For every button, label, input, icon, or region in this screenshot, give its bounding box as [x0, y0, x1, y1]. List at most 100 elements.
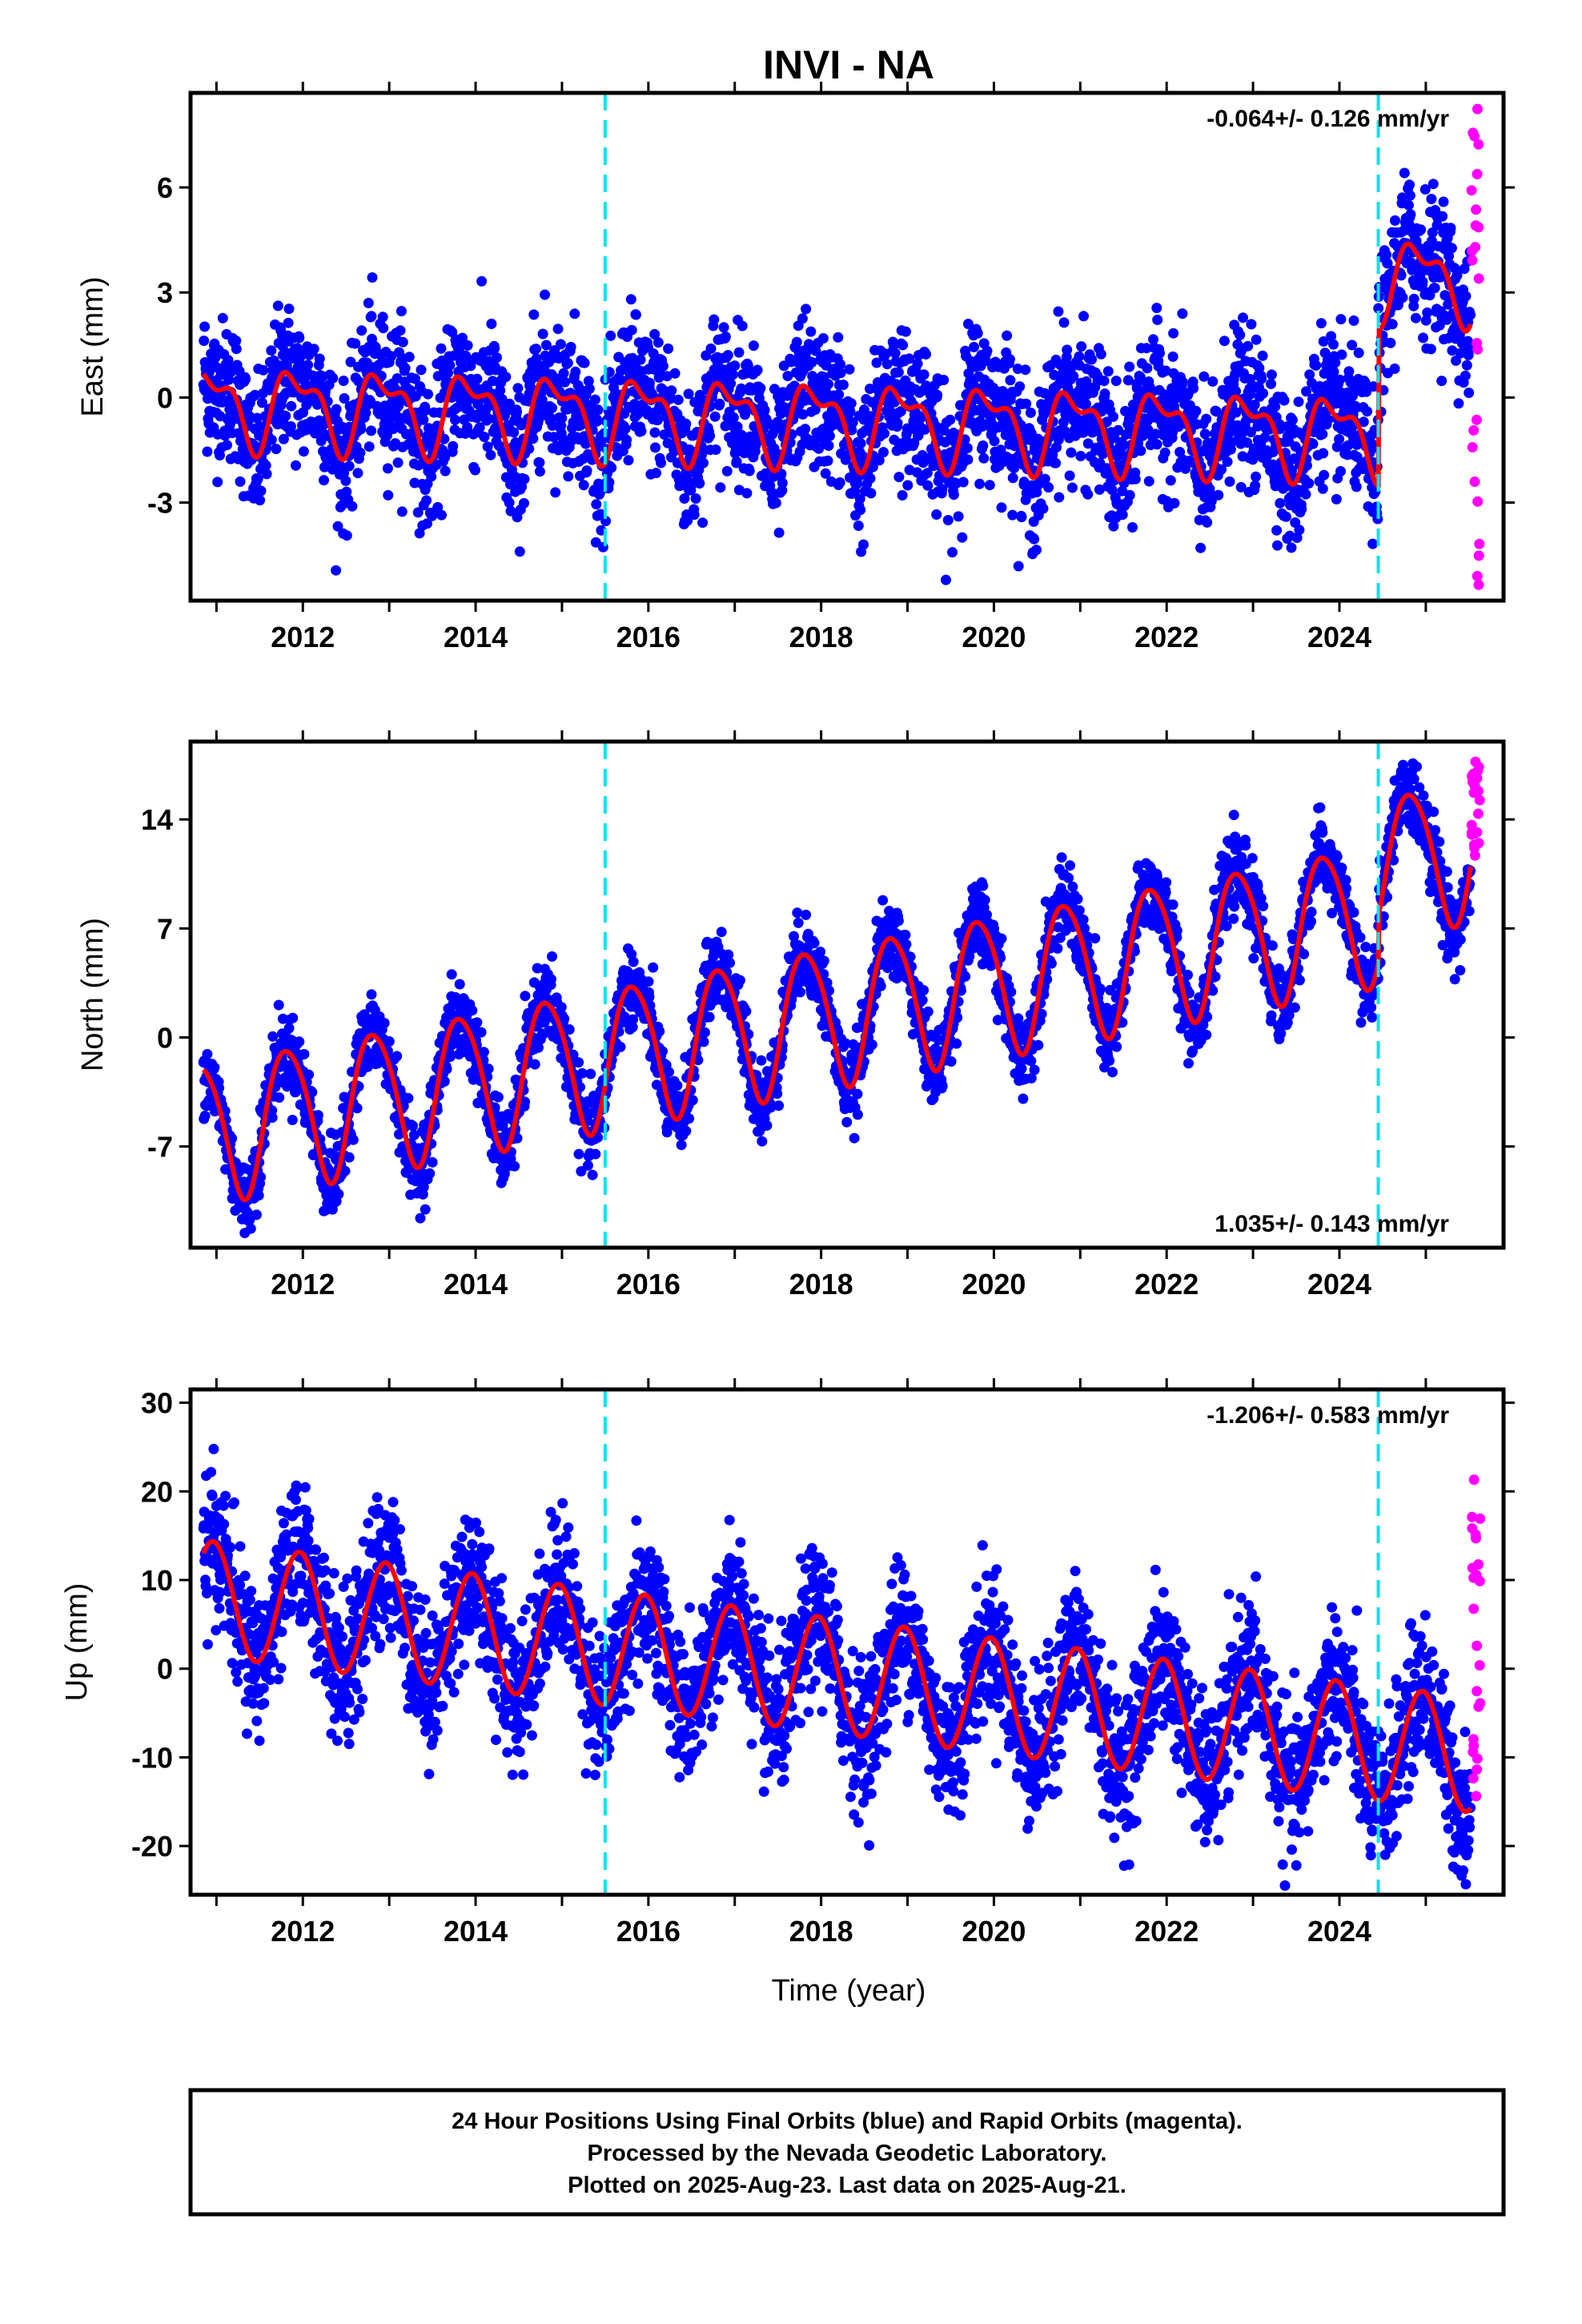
final-orbit-point [1224, 476, 1235, 487]
rapid-orbit-point [1474, 538, 1485, 549]
final-orbit-point [563, 471, 574, 482]
rapid-orbit-point [1472, 570, 1483, 581]
final-orbit-point [1095, 348, 1106, 360]
final-orbit-point [472, 373, 483, 384]
final-orbit-point [1086, 354, 1097, 365]
velocity-rate-label: -0.064+/- 0.126 mm/yr [1207, 106, 1449, 132]
final-orbit-point [897, 340, 909, 351]
final-orbit-point [283, 304, 295, 315]
final-orbit-point [476, 1027, 487, 1038]
final-orbit-point [420, 1204, 431, 1215]
final-orbit-point [589, 394, 600, 405]
final-orbit-point [1367, 538, 1379, 549]
final-orbit-point [1387, 319, 1398, 330]
final-orbit-point [416, 364, 427, 376]
final-orbit-point [585, 1068, 596, 1080]
final-orbit-point [1043, 482, 1054, 493]
final-orbit-point [528, 433, 539, 444]
final-orbit-point [893, 367, 904, 378]
final-orbit-point [801, 304, 812, 315]
final-orbit-point [1427, 179, 1439, 190]
final-orbit-point [1238, 312, 1248, 324]
rapid-orbit-point [1467, 255, 1478, 266]
rapid-orbit-point [1472, 344, 1484, 355]
final-orbit-point [409, 373, 420, 384]
final-orbit-point [1272, 540, 1283, 551]
final-orbit-point [661, 371, 673, 382]
final-orbit-point [308, 344, 319, 355]
final-orbit-point [1130, 473, 1141, 485]
y-tick-label: 6 [157, 171, 173, 204]
final-orbit-point [1429, 283, 1440, 294]
final-orbit-point [777, 477, 788, 489]
final-orbit-point [1311, 360, 1322, 371]
final-orbit-point [1275, 497, 1286, 509]
final-orbit-point [1404, 190, 1415, 201]
final-orbit-point [682, 515, 693, 526]
final-orbit-point [245, 1223, 256, 1234]
plot-area [198, 103, 1485, 601]
final-orbit-point [355, 424, 367, 435]
final-orbit-point [340, 475, 351, 486]
plot-frame [188, 90, 1506, 603]
final-orbit-point [1188, 383, 1199, 394]
final-orbit-point [822, 455, 833, 466]
final-orbit-point [341, 530, 352, 541]
final-orbit-point [479, 432, 490, 443]
final-orbit-point [1167, 351, 1178, 362]
final-orbit-point [529, 1059, 540, 1070]
final-orbit-point [199, 321, 211, 332]
final-orbit-point [1445, 223, 1456, 234]
final-orbit-point [1177, 376, 1188, 388]
final-orbit-point [299, 1048, 310, 1059]
final-orbit-point [1315, 318, 1327, 329]
final-orbit-point [892, 417, 903, 428]
final-orbit-point [534, 466, 545, 477]
final-orbit-point [1460, 370, 1471, 381]
final-orbit-point [303, 360, 314, 371]
final-orbit-point [823, 440, 834, 451]
final-orbit-point [294, 1036, 305, 1047]
final-orbit-point [962, 443, 973, 453]
final-orbit-point [697, 449, 708, 460]
x-tick-label: 2024 [1307, 621, 1371, 653]
final-orbit-point [366, 989, 377, 1000]
final-orbit-point [436, 509, 447, 521]
final-orbit-point [1319, 469, 1330, 480]
final-orbit-point [1152, 314, 1163, 325]
rapid-orbit-point [1473, 222, 1484, 233]
final-orbit-point [1353, 348, 1364, 359]
final-orbit-point [1110, 376, 1122, 387]
final-orbit-point [1143, 476, 1154, 487]
final-orbit-point [423, 388, 433, 400]
final-orbit-point [1411, 312, 1421, 324]
final-orbit-point [1202, 517, 1213, 528]
final-orbit-point [932, 389, 943, 400]
final-orbit-point [1300, 489, 1311, 500]
final-orbit-point [199, 1110, 211, 1121]
final-orbit-point [403, 1092, 414, 1104]
final-orbit-point [391, 1051, 403, 1062]
final-orbit-point [845, 398, 857, 409]
final-orbit-point [755, 383, 766, 394]
final-orbit-point [1169, 497, 1180, 509]
final-orbit-point [833, 332, 844, 343]
final-orbit-point [397, 336, 408, 348]
final-orbit-point [350, 338, 361, 349]
y-axis-label: East (mm) [76, 276, 110, 416]
rapid-orbit-point [1469, 476, 1480, 487]
final-orbit-point [467, 1005, 478, 1016]
final-orbit-point [722, 350, 733, 360]
final-orbit-point [684, 1113, 695, 1124]
final-orbit-point [303, 1069, 315, 1080]
final-orbit-point [773, 527, 785, 538]
final-orbit-point [728, 412, 739, 423]
final-orbit-point [531, 344, 542, 355]
final-orbit-point [855, 505, 866, 516]
final-orbit-point [255, 485, 267, 497]
final-orbit-point [962, 454, 974, 465]
final-orbit-point [377, 312, 388, 323]
final-orbit-point [386, 351, 397, 362]
final-orbit-point [1293, 396, 1304, 408]
final-orbit-point [524, 443, 535, 454]
